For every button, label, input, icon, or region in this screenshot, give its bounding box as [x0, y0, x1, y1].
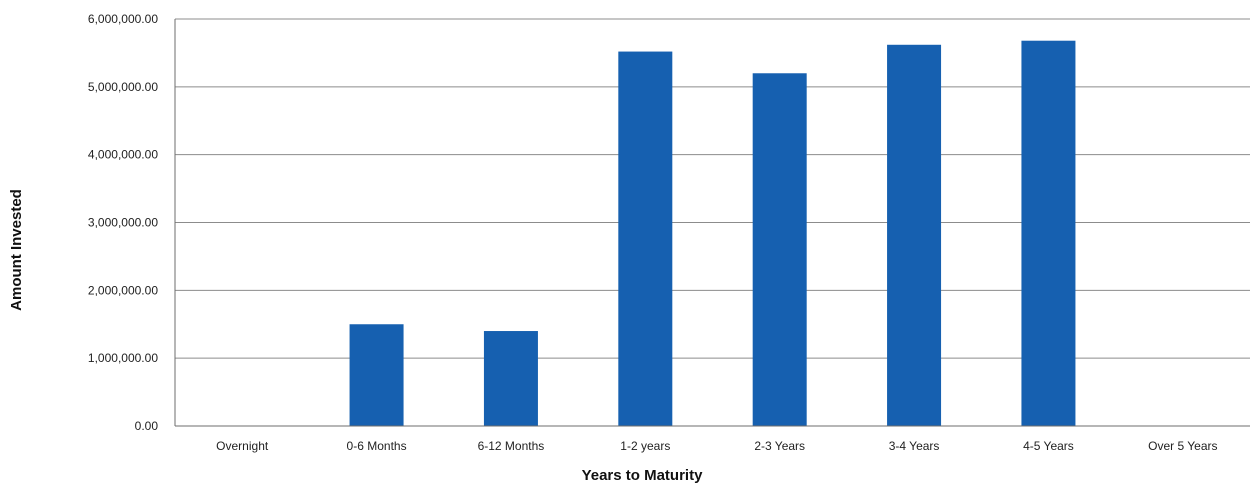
y-tick-label: 5,000,000.00	[88, 80, 158, 94]
y-tick-label: 3,000,000.00	[88, 216, 158, 230]
x-tick-labels: Overnight 0-6 Months 6-12 Months 1-2 years 2…	[216, 439, 1217, 453]
bar-2-3-years	[752, 73, 807, 427]
y-tick-label: 2,000,000.00	[88, 283, 158, 297]
y-axis-title: Amount Invested	[8, 189, 25, 311]
x-axis-title: Years to Maturity	[582, 467, 704, 484]
y-tick-label: 6,000,000.00	[88, 12, 158, 26]
bar-1-2-years	[618, 51, 673, 427]
x-tick-label: Overnight	[216, 439, 269, 453]
bar-0-6-months	[349, 324, 404, 426]
gridlines	[175, 18, 1250, 359]
x-tick-label: 4-5 Years	[1023, 439, 1074, 453]
y-tick-label: 0.00	[135, 419, 159, 433]
y-tick-labels: 0.00 1,000,000.00 2,000,000.00 3,000,000.00…	[88, 12, 158, 433]
y-tick-label: 1,000,000.00	[88, 351, 158, 365]
x-tick-label: 1-2 years	[620, 439, 670, 453]
x-tick-label: 0-6 Months	[347, 439, 407, 453]
y-tick-label: 4,000,000.00	[88, 148, 158, 162]
x-tick-label: 3-4 Years	[889, 439, 940, 453]
bars	[349, 40, 1076, 427]
x-tick-label: 2-3 Years	[754, 439, 805, 453]
x-tick-label: Over 5 Years	[1148, 439, 1217, 453]
bar-3-4-years	[887, 44, 942, 426]
bar-4-5-years	[1021, 40, 1076, 426]
bar-6-12-months	[483, 331, 538, 426]
x-tick-label: 6-12 Months	[478, 439, 545, 453]
